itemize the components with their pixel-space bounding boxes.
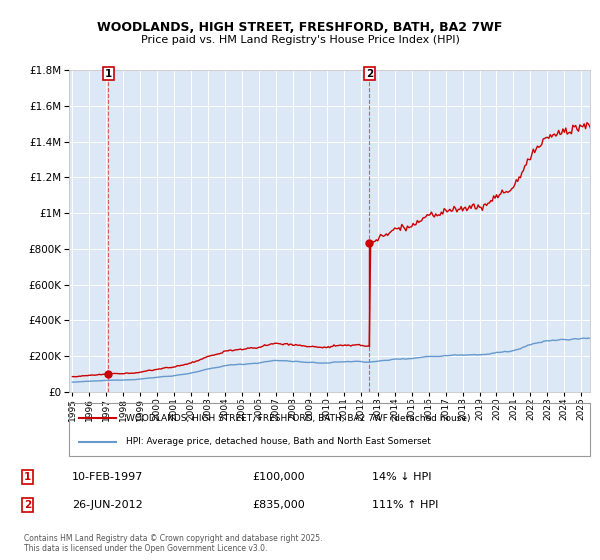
Text: 2: 2	[24, 500, 31, 510]
Text: £835,000: £835,000	[252, 500, 305, 510]
Text: 2: 2	[365, 68, 373, 78]
Text: WOODLANDS, HIGH STREET, FRESHFORD, BATH, BA2 7WF (detached house): WOODLANDS, HIGH STREET, FRESHFORD, BATH,…	[126, 414, 471, 423]
Text: 1: 1	[24, 472, 31, 482]
Text: 10-FEB-1997: 10-FEB-1997	[72, 472, 143, 482]
Text: HPI: Average price, detached house, Bath and North East Somerset: HPI: Average price, detached house, Bath…	[126, 437, 431, 446]
Text: 14% ↓ HPI: 14% ↓ HPI	[372, 472, 431, 482]
Text: 26-JUN-2012: 26-JUN-2012	[72, 500, 143, 510]
Text: £100,000: £100,000	[252, 472, 305, 482]
Text: Contains HM Land Registry data © Crown copyright and database right 2025.
This d: Contains HM Land Registry data © Crown c…	[24, 534, 323, 553]
Text: 111% ↑ HPI: 111% ↑ HPI	[372, 500, 439, 510]
Text: Price paid vs. HM Land Registry's House Price Index (HPI): Price paid vs. HM Land Registry's House …	[140, 35, 460, 45]
Text: WOODLANDS, HIGH STREET, FRESHFORD, BATH, BA2 7WF: WOODLANDS, HIGH STREET, FRESHFORD, BATH,…	[97, 21, 503, 34]
Text: 1: 1	[104, 68, 112, 78]
